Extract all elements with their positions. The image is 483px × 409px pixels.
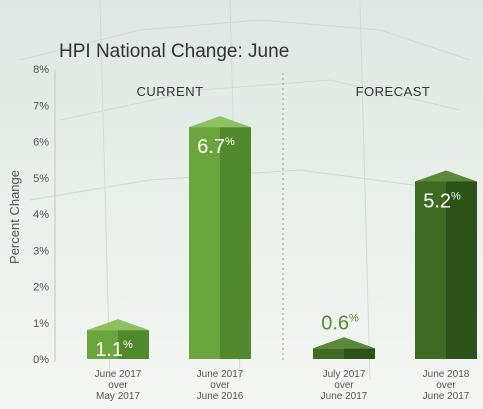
x-tick-label-line: June 2017 — [321, 391, 368, 402]
bar-side — [220, 127, 251, 359]
bar-value-label: 0.6% — [321, 312, 359, 334]
x-tick-label: July 2017 over June 2017 — [321, 369, 368, 402]
x-tick-label-line: May 2017 — [96, 391, 140, 402]
x-tick-label-line: June 2016 — [197, 391, 244, 402]
bar-value-number: 5.2 — [423, 191, 451, 213]
x-tick-label-line: over — [334, 380, 354, 391]
bars: 1.1%6.7%0.6%5.2% — [87, 116, 477, 361]
y-tick-label: 2% — [33, 282, 49, 294]
y-tick-label: 7% — [33, 100, 49, 112]
bar-front — [313, 348, 344, 359]
bar-top — [415, 170, 477, 182]
bar-value-number: 6.7 — [197, 136, 225, 158]
y-tick-label: 5% — [33, 173, 49, 185]
y-tick-label: 1% — [33, 318, 49, 330]
x-tick-label-line: over — [436, 380, 456, 391]
bar-value-label: 6.7% — [197, 136, 235, 158]
x-tick-label: June 2017 over June 2016 — [197, 369, 244, 402]
x-tick-label-line: June 2018 — [423, 369, 470, 380]
bar-side — [446, 181, 477, 359]
x-tick-label: June 2018 over June 2017 — [423, 369, 470, 402]
bar-value-number: 1.1 — [95, 339, 123, 361]
x-tick-label-line: over — [108, 380, 128, 391]
y-tick-label: 4% — [33, 209, 49, 221]
section-label-forecast: FORECAST — [356, 84, 431, 99]
bar-value-unit: % — [349, 312, 359, 324]
bar-side — [344, 348, 375, 359]
bar-value-unit: % — [225, 136, 235, 148]
y-tick-labels: 0% 1% 2% 3% 4% 5% 6% 7% 8% — [33, 64, 49, 366]
bar-side — [118, 330, 149, 359]
bar-value-unit: % — [451, 191, 461, 203]
x-tick-label-line: July 2017 — [323, 369, 366, 380]
bar-front — [189, 127, 220, 359]
bar-front — [415, 181, 446, 359]
y-axis-title: Percent Change — [7, 170, 22, 264]
x-tick-label: June 2017 over May 2017 — [95, 369, 142, 402]
bar-value-number: 0.6 — [321, 312, 349, 334]
y-tick-label: 8% — [33, 64, 49, 76]
bar-top — [189, 116, 251, 128]
chart-title: HPI National Change: June — [59, 41, 289, 62]
section-label-current: CURRENT — [136, 84, 203, 99]
bar-value-unit: % — [123, 339, 133, 351]
bar-top — [313, 337, 375, 349]
y-tick-label: 0% — [33, 354, 49, 366]
bar-value-label: 5.2% — [423, 191, 461, 213]
y-tick-label: 3% — [33, 245, 49, 257]
x-tick-label-line: June 2017 — [197, 369, 244, 380]
x-tick-label-line: June 2017 — [423, 391, 470, 402]
bar-front — [87, 330, 118, 359]
y-tick-label: 6% — [33, 137, 49, 149]
x-tick-label-line: over — [210, 380, 230, 391]
bar-top — [87, 319, 149, 331]
x-tick-label-line: June 2017 — [95, 369, 142, 380]
bar-value-label: 1.1% — [95, 339, 133, 361]
